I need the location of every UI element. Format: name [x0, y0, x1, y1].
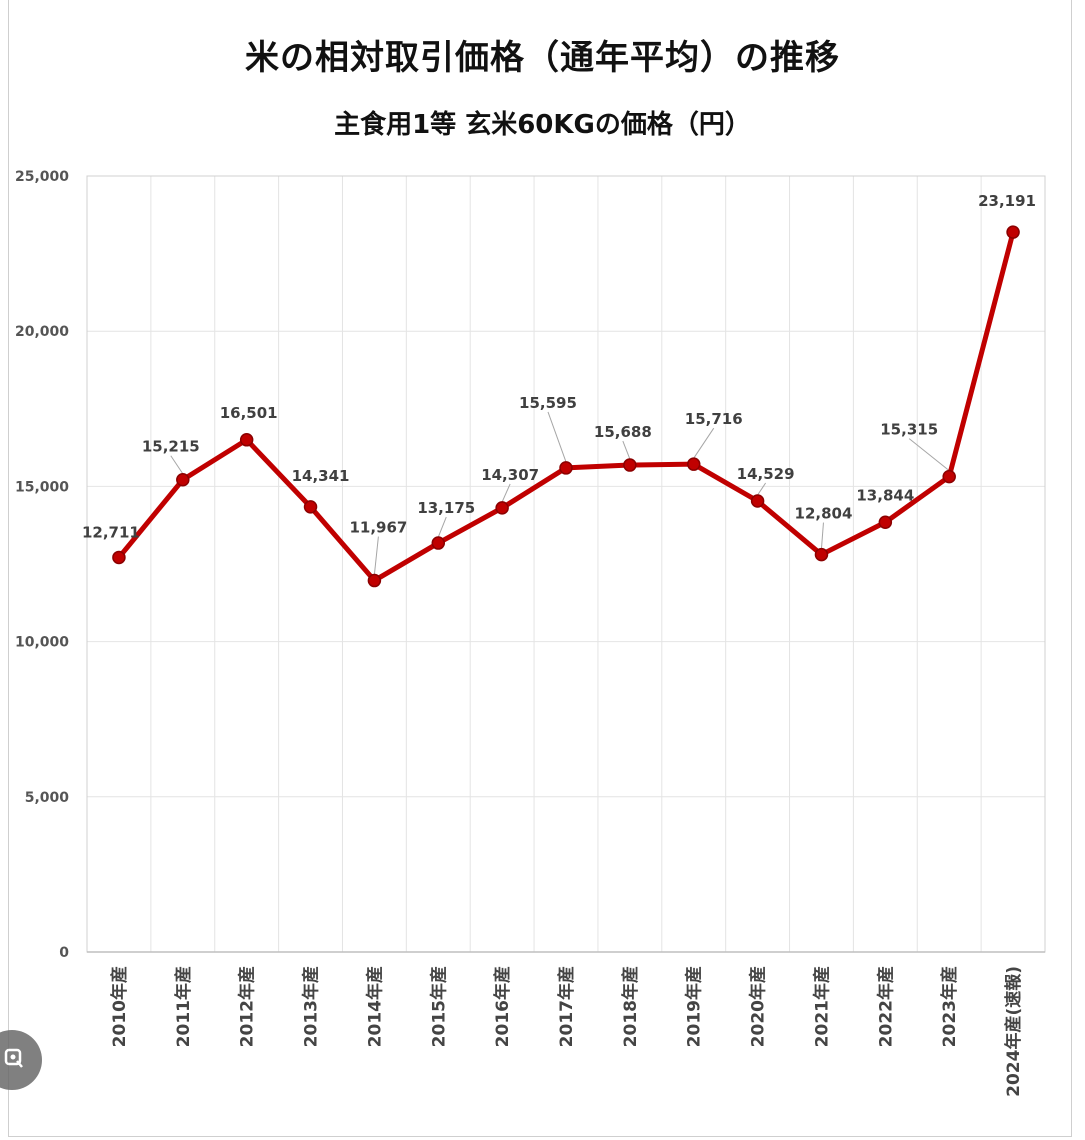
label-leader-line [170, 455, 184, 475]
image-search-icon [4, 1048, 23, 1068]
data-label: 11,967 [349, 519, 407, 537]
label-leader-line [693, 427, 715, 459]
data-point [750, 494, 765, 508]
data-label: 15,315 [880, 421, 938, 439]
y-tick-label: 25,000 [15, 169, 69, 185]
data-label: 15,595 [519, 394, 577, 412]
data-point [239, 433, 254, 447]
series-markers [112, 225, 1020, 588]
y-axis-ticks: 0 5,000 10,000 15,000 20,000 25,000 [15, 169, 69, 961]
x-tick-label: 2023年産 [939, 966, 960, 1047]
data-label: 13,175 [417, 499, 475, 517]
data-label: 15,716 [685, 410, 743, 428]
data-label: 12,711 [82, 523, 140, 541]
data-label: 14,529 [737, 465, 795, 483]
y-tick-label: 15,000 [15, 479, 69, 495]
chart-subtitle: 主食用1等 玄米60KGの価格（円） [334, 110, 751, 140]
data-label: 15,215 [142, 438, 200, 456]
x-tick-label: 2017年産 [556, 966, 577, 1047]
label-leader-line [757, 482, 767, 496]
x-tick-label: 2012年産 [237, 966, 258, 1047]
x-tick-label: 2022年産 [875, 966, 896, 1047]
data-label: 14,307 [481, 466, 539, 484]
x-tick-label: 2014年産 [364, 966, 385, 1047]
label-leader-line [622, 440, 631, 460]
gridlines [87, 175, 1045, 952]
label-leader-line [501, 483, 511, 503]
chart-frame [8, 0, 1072, 1137]
plot-area-border [86, 175, 1046, 953]
x-tick-label: 2020年産 [748, 966, 769, 1047]
data-label: 16,501 [220, 404, 278, 422]
y-tick-label: 10,000 [15, 635, 69, 651]
y-tick-label: 0 [59, 945, 69, 961]
x-tick-label: 2015年産 [428, 966, 449, 1047]
x-tick-label: 2018年産 [620, 966, 641, 1047]
data-point [431, 536, 446, 550]
axes [86, 175, 1046, 953]
label-leader-line [437, 516, 447, 538]
data-point [1006, 225, 1020, 239]
label-leader-line [908, 438, 950, 472]
chart-title: 米の相対取引価格（通年平均）の推移 [245, 38, 840, 78]
data-point [814, 547, 829, 562]
leader-lines [170, 411, 950, 575]
data-labels: 12,711 15,215 16,501 14,341 11,967 13,175 14,3… [82, 192, 1036, 541]
x-tick-label: 2021年産 [811, 966, 832, 1047]
x-tick-label: 2016年産 [492, 966, 513, 1047]
label-leader-line [547, 411, 567, 463]
data-point [559, 461, 573, 475]
y-tick-label: 20,000 [15, 324, 69, 340]
data-point [495, 501, 509, 515]
data-label: 13,844 [856, 486, 914, 504]
data-point [623, 458, 637, 472]
data-label: 12,804 [795, 505, 853, 523]
data-label: 14,341 [292, 467, 350, 485]
data-label: 15,688 [594, 423, 652, 441]
x-tick-label: 2011年産 [173, 966, 194, 1047]
data-point [112, 550, 126, 565]
data-label: 23,191 [978, 192, 1036, 210]
x-tick-label: 2024年産(速報) [1003, 966, 1024, 1097]
data-point [942, 469, 956, 484]
label-leader-line [820, 522, 824, 549]
y-tick-label: 5,000 [25, 790, 70, 806]
x-tick-label: 2013年産 [301, 966, 322, 1047]
data-point [878, 515, 893, 530]
x-axis-ticks: 2010年産 2011年産 2012年産 2013年産 2014年産 2015年産 2016… [109, 966, 1024, 1097]
data-point [686, 457, 701, 471]
data-point [176, 472, 190, 487]
data-point [303, 500, 318, 514]
x-tick-label: 2010年産 [109, 966, 130, 1047]
x-tick-label: 2019年産 [684, 966, 705, 1047]
label-leader-line [373, 536, 379, 575]
data-point [367, 573, 382, 588]
